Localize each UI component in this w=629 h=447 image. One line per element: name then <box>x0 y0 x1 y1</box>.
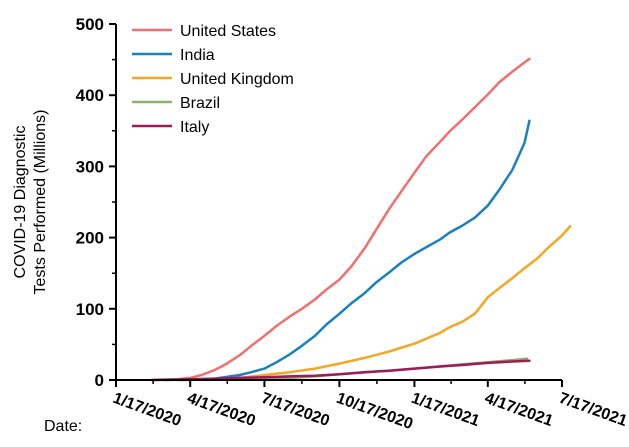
legend-label: United Kingdom <box>180 71 294 88</box>
x-tick-label: 1/17/2020 <box>111 390 184 430</box>
y-tick-label: 0 <box>95 371 104 390</box>
y-axis-title-line-2: Tests Performed (Millions) <box>32 110 49 295</box>
legend-label: Brazil <box>180 95 220 112</box>
series-line-1 <box>162 119 531 382</box>
series-line-4 <box>150 359 531 382</box>
legend-label: Italy <box>180 119 209 136</box>
x-tick-label: 1/17/2021 <box>409 390 482 430</box>
x-tick-label: 7/17/2021 <box>557 390 629 430</box>
x-tick-label: 7/17/2020 <box>259 390 332 430</box>
series-line-0 <box>150 57 531 382</box>
y-tick-label: 100 <box>76 300 104 319</box>
y-tick-label: 200 <box>76 229 104 248</box>
y-tick-label: 500 <box>76 15 104 34</box>
x-tick-label: 4/17/2020 <box>185 390 258 430</box>
x-tick-label: 4/17/2021 <box>482 390 555 430</box>
y-tick-label: 400 <box>76 86 104 105</box>
y-tick-label: 300 <box>76 157 104 176</box>
legend: United States India United Kingdom Brazil It… <box>132 23 294 136</box>
x-tick-label: 10/17/2020 <box>334 390 415 433</box>
x-axis-prefix: Date: <box>44 418 82 435</box>
y-axis-title-line-1: COVID-19 Diagnostic <box>12 126 29 279</box>
series-line-2 <box>175 224 572 382</box>
legend-label: United States <box>180 23 276 40</box>
legend-label: India <box>180 47 215 64</box>
